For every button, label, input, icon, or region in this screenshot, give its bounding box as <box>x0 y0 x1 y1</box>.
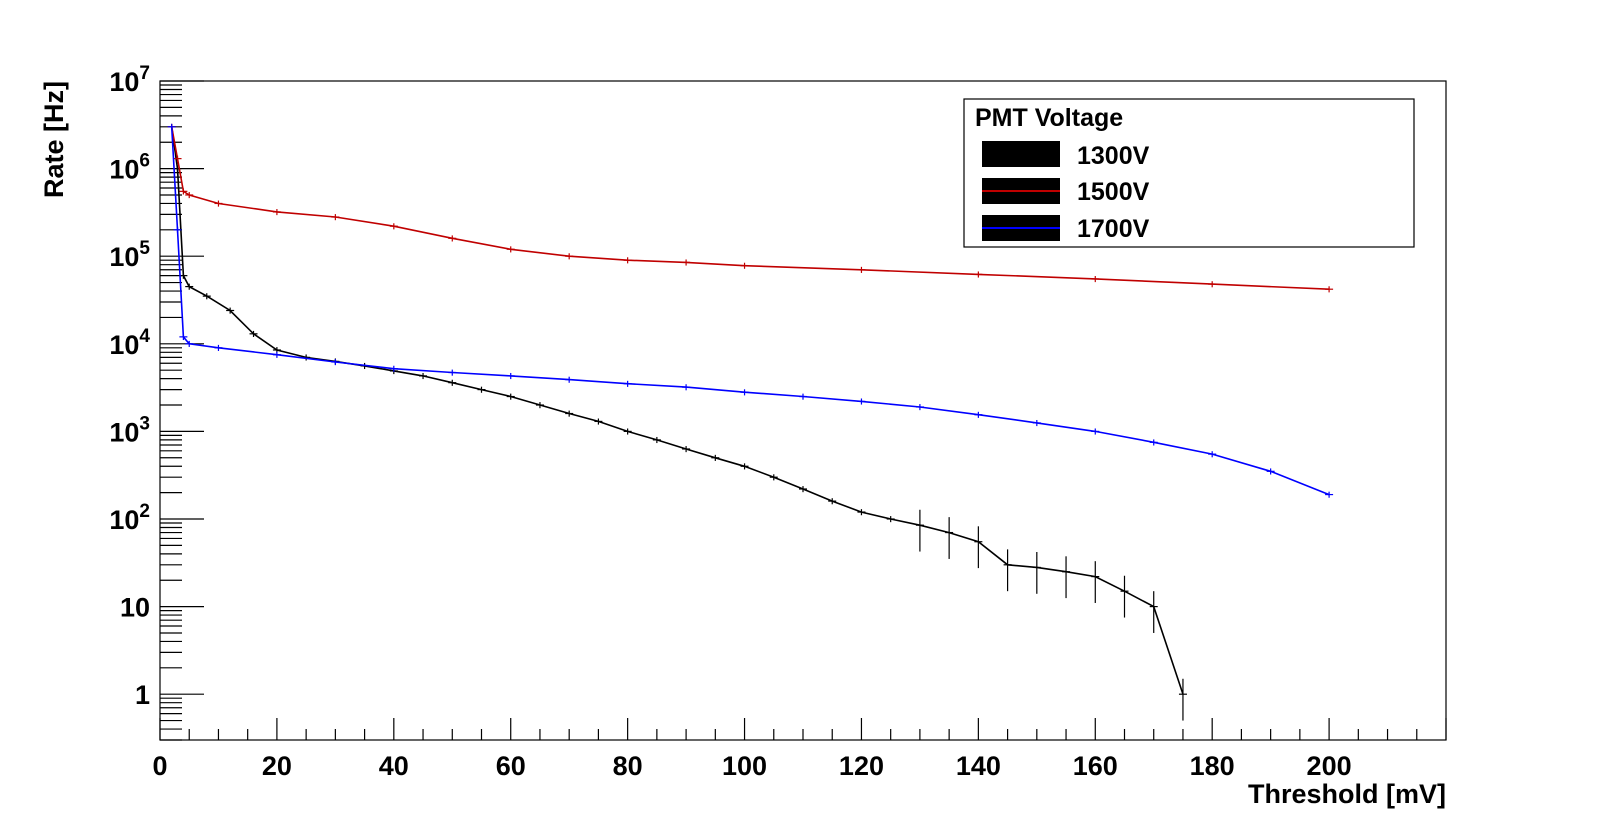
y-tick-label: 103 <box>109 413 150 447</box>
y-axis-ticks: 1 10 102 103 104 105 106 107 <box>109 63 204 710</box>
legend-label-1700v: 1700V <box>1077 215 1150 243</box>
legend: PMT Voltage 1300V 1500V 1700V <box>963 98 1415 248</box>
y-axis-label: Rate [Hz] <box>39 81 69 198</box>
x-tick-label: 100 <box>722 751 767 781</box>
y-tick-label: 105 <box>109 238 150 272</box>
series-group <box>167 123 1334 721</box>
series-1500v <box>167 123 1334 293</box>
y-tick-label: 102 <box>109 501 150 535</box>
y-tick-label: 106 <box>109 151 150 185</box>
legend-entry-1300v: 1300V <box>982 141 1150 170</box>
y-minor-ticks <box>160 84 182 741</box>
series-1700v <box>167 123 1334 498</box>
legend-entry-1500v: 1500V <box>982 178 1150 206</box>
x-tick-label: 0 <box>152 751 167 781</box>
x-axis-label: Threshold [mV] <box>1248 779 1446 809</box>
legend-title: PMT Voltage <box>975 104 1123 132</box>
x-tick-label: 140 <box>956 751 1001 781</box>
legend-label-1500v: 1500V <box>1077 178 1150 206</box>
x-tick-label: 180 <box>1190 751 1235 781</box>
x-tick-label: 40 <box>379 751 409 781</box>
x-tick-label: 60 <box>496 751 526 781</box>
y-tick-label: 107 <box>109 63 150 97</box>
x-tick-label: 160 <box>1073 751 1118 781</box>
series-line-1700v <box>170 126 1330 496</box>
legend-swatch-1300v <box>982 141 1060 167</box>
y-tick-label: 104 <box>109 326 150 360</box>
y-tick-label: 10 <box>120 593 150 623</box>
x-tick-label: 80 <box>613 751 643 781</box>
y-tick-label: 1 <box>135 680 150 710</box>
legend-entry-1700v: 1700V <box>982 215 1150 243</box>
x-tick-label: 20 <box>262 751 292 781</box>
x-tick-label: 120 <box>839 751 884 781</box>
x-tick-label: 200 <box>1307 751 1352 781</box>
legend-label-1300v: 1300V <box>1077 142 1150 170</box>
x-axis-ticks: 0 20 40 60 80 100 120 140 160 180 200 <box>152 718 1447 781</box>
